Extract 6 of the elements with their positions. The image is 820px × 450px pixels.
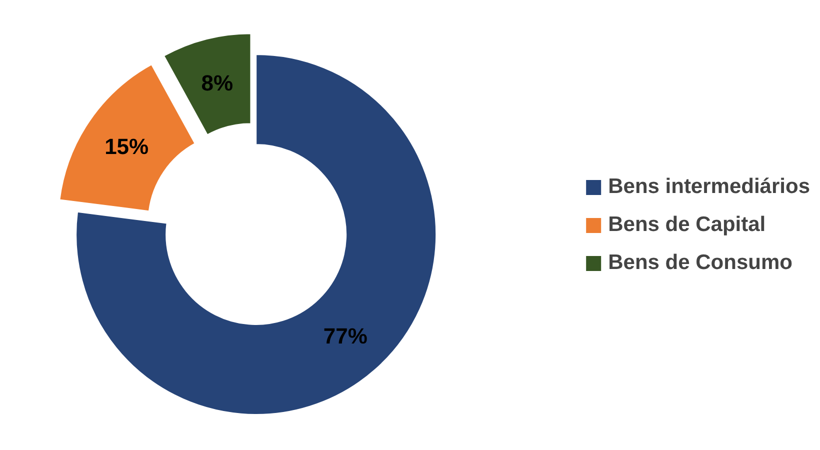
legend-label: Bens de Consumo: [608, 251, 792, 275]
data-label: 77%: [323, 323, 368, 348]
legend-label: Bens intermediários: [608, 175, 810, 199]
data-label: 8%: [201, 70, 234, 96]
legend-label: Bens de Capital: [608, 213, 766, 237]
data-label: 15%: [104, 134, 149, 159]
